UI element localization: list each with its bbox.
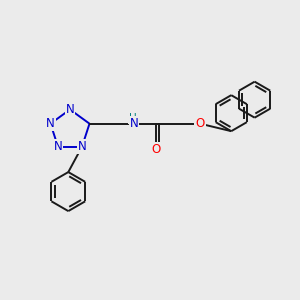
Text: N: N bbox=[78, 140, 86, 153]
Text: N: N bbox=[46, 117, 55, 130]
Text: O: O bbox=[152, 143, 160, 156]
Text: N: N bbox=[54, 140, 62, 153]
Text: O: O bbox=[195, 117, 205, 130]
Text: N: N bbox=[130, 117, 138, 130]
Text: N: N bbox=[66, 103, 74, 116]
Text: H: H bbox=[129, 113, 136, 123]
